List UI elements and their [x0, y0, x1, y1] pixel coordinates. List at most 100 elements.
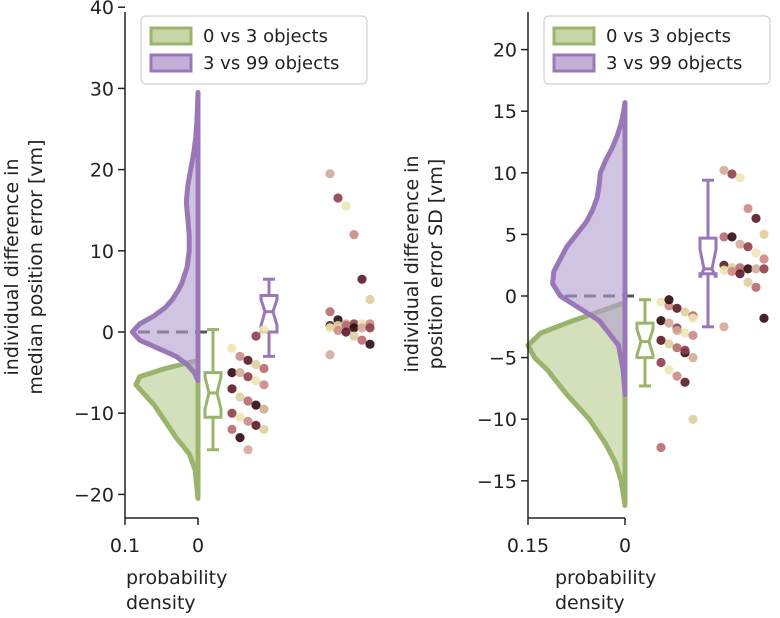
scatter-point: [349, 331, 359, 341]
notched-box-green: [203, 371, 223, 419]
scatter-point: [349, 323, 359, 333]
scatter-point: [243, 416, 253, 426]
x-axis-title: probability: [126, 567, 227, 589]
scatter-point: [357, 335, 367, 345]
x-axis-title: density: [126, 592, 196, 614]
legend-swatch-green: [149, 26, 193, 46]
x-tick-label: 0.15: [507, 535, 549, 557]
density-curve-green: [133, 357, 201, 499]
x-axis-title: probability: [555, 567, 656, 589]
scatter-point: [751, 213, 761, 223]
y-axis-title: median position error [vm]: [25, 139, 47, 394]
scatter-point: [243, 372, 253, 382]
scatter-point: [325, 169, 335, 179]
scatter-point: [672, 325, 682, 336]
notched-box-purple: [698, 236, 718, 279]
scatter-point: [357, 274, 367, 284]
scatter-point: [227, 408, 237, 418]
scatter-point: [719, 165, 729, 175]
y-axis-title: position error SD [vm]: [425, 159, 447, 370]
scatter-point: [235, 392, 245, 402]
scatter-point: [325, 350, 335, 360]
legend-swatch-green: [552, 26, 596, 46]
panel-right: −15 −10 −5 0 5 10 15 20 0.15 0 individual differen…: [401, 12, 771, 614]
scatter-point: [235, 351, 245, 361]
y-tick-label: −10: [477, 409, 517, 431]
y-tick-label: 40: [90, 0, 114, 19]
scatter-point: [759, 313, 769, 323]
scatter-point: [251, 359, 261, 370]
scatter-point: [227, 424, 237, 434]
legend-label: 3 vs 99 objects: [203, 53, 339, 74]
x-tick-label: 0: [192, 535, 204, 557]
scatter-point: [727, 232, 737, 242]
scatter-point: [341, 201, 351, 211]
scatter-point: [688, 313, 698, 323]
scatter-point: [656, 297, 666, 307]
scatter-point: [743, 264, 753, 274]
scatter-point: [227, 343, 237, 353]
y-tick-label: 5: [505, 224, 517, 246]
density-fill-purple: [132, 92, 198, 381]
y-tick-label: 0: [505, 286, 517, 308]
scatter-point: [727, 266, 737, 276]
scatter-point: [227, 384, 237, 394]
density-fill-green: [135, 360, 198, 499]
legend-label: 0 vs 3 objects: [606, 26, 731, 47]
y-tick-label: −15: [477, 471, 517, 493]
y-tick-label: 20: [90, 160, 114, 182]
scatter-point: [251, 376, 261, 386]
scatter-point: [656, 335, 666, 345]
scatter-point: [365, 323, 375, 333]
y-tick-label: −5: [489, 348, 517, 370]
scatter-point: [235, 368, 245, 378]
y-tick-label: 30: [90, 78, 114, 100]
y-tick-label: −20: [74, 484, 114, 506]
scatter-point: [672, 343, 682, 353]
legend-label: 3 vs 99 objects: [606, 53, 742, 74]
scatter-point: [664, 295, 674, 305]
scatter-point: [341, 327, 351, 337]
y-tick-label: 20: [493, 40, 517, 62]
scatter-point: [259, 380, 269, 390]
y-tick-label: 15: [493, 101, 517, 123]
scatter-point: [656, 316, 666, 326]
scatter-point: [735, 269, 745, 279]
scatter-point: [325, 307, 335, 317]
x-tick-label: 0: [619, 535, 631, 557]
density-curve-green: [525, 299, 628, 506]
scatter-point: [759, 229, 769, 239]
scatter-point: [743, 277, 753, 287]
scatter-point: [333, 193, 343, 203]
legend: 0 vs 3 objects 3 vs 99 objects: [543, 15, 771, 85]
scatter-point: [743, 203, 753, 214]
scatter-point: [672, 371, 682, 381]
scatter-point: [251, 400, 261, 410]
scatter-point: [680, 377, 690, 387]
scatter-point: [259, 325, 269, 335]
scatter-point: [719, 265, 729, 275]
legend: 0 vs 3 objects 3 vs 99 objects: [140, 15, 368, 85]
legend-label: 0 vs 3 objects: [203, 26, 328, 47]
scatter-point: [349, 230, 359, 240]
scatter-point: [680, 328, 690, 338]
scatter-point: [341, 320, 351, 331]
scatter-point: [243, 396, 253, 406]
scatter-point: [365, 339, 375, 349]
scatter-point: [235, 433, 245, 443]
scatter-point: [688, 414, 698, 424]
legend-swatch-purple: [149, 53, 193, 73]
x-axis-title: density: [555, 592, 625, 614]
y-axis-title: individual difference in: [401, 156, 423, 373]
scatter-point: [251, 420, 261, 430]
scatter-point: [743, 242, 753, 252]
density-fill-purple: [552, 102, 625, 395]
scatter-point: [688, 330, 698, 340]
scatter-point: [751, 248, 761, 258]
y-axis-title: individual difference in: [1, 159, 23, 376]
scatter-point: [365, 294, 375, 305]
scatter-point: [759, 254, 769, 264]
scatter-point: [259, 363, 269, 374]
panel-left: −20 −10 0 10 20 30 40 0.1 0 individual difference…: [1, 0, 375, 614]
